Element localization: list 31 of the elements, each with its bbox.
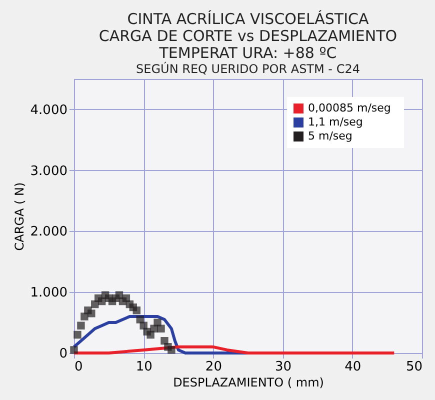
y-tick-label: 2.000 [30,224,68,240]
x-tick-label: 50 [406,360,422,374]
point [74,330,82,339]
point [146,330,154,339]
text: CINTA ACRÍLICA VISCOELÁSTICA [127,10,369,28]
text: TEMPERAT URA: +88 ºC [159,44,337,62]
point [88,310,96,318]
point [168,346,176,354]
x-tick-label: 0 [74,360,83,374]
y-tick-label: 3.000 [30,164,68,179]
y-tick-label: 1.000 [30,286,68,301]
point [77,322,85,330]
point [154,318,162,326]
chart-subtitle: SEGÚN REQ UERIDO POR ASTM - C24 [136,61,360,76]
x-axis-title: DESPLAZAMIENTO ( mm) [173,376,324,390]
y-tick-label: 4.000 [30,102,68,118]
y-tick-label: 0 [59,346,68,362]
point [80,312,88,320]
text: CARGA DE CORTE vs DESPLAZAMIENTO [98,27,398,45]
legend-label: 5 m/seg [308,130,352,142]
x-tick-label: 20 [205,360,222,374]
y-axis-title: CARGA ( N) [12,182,26,251]
point [160,336,168,345]
legend-label: 0,00085 m/seg [308,102,391,114]
point [140,322,148,330]
x-tick-label: 10 [136,360,152,374]
legend-label: 1,1 m/seg [308,116,363,128]
point [157,324,165,332]
x-tick-label: 40 [344,360,362,374]
point [132,306,140,314]
x-tick-label: 30 [275,360,292,374]
